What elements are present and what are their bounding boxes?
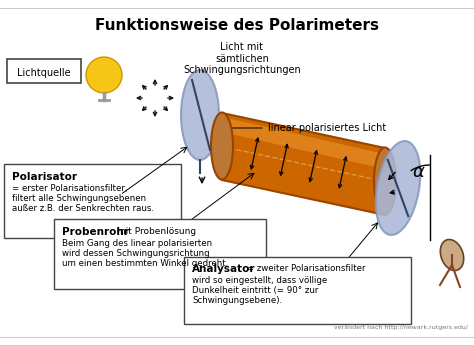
Polygon shape [227,118,380,168]
Text: Funktionsweise des Polarimeters: Funktionsweise des Polarimeters [95,18,379,33]
Ellipse shape [374,148,396,215]
Text: mit Probenlösung: mit Probenlösung [114,227,196,236]
Text: α: α [412,163,424,181]
Text: Beim Gang des linear polarisierten: Beim Gang des linear polarisierten [62,239,212,248]
Text: = zweiter Polarisationsfilter: = zweiter Polarisationsfilter [244,264,365,273]
FancyBboxPatch shape [54,219,266,289]
Text: Licht mit
sämtlichen
Schwingungsrichtungen: Licht mit sämtlichen Schwingungsrichtung… [183,42,301,75]
Text: linear polarisiertes Licht: linear polarisiertes Licht [268,123,386,133]
Circle shape [86,57,122,93]
Ellipse shape [376,141,420,235]
Ellipse shape [440,239,464,270]
Text: verändert nach http://newark.rutgers.edu/: verändert nach http://newark.rutgers.edu… [334,325,468,330]
Ellipse shape [211,112,233,179]
Text: Schwingungsebene).: Schwingungsebene). [192,296,282,305]
Text: Probenrohr: Probenrohr [62,227,129,237]
Polygon shape [222,113,385,215]
FancyBboxPatch shape [4,164,181,238]
Text: Analysator: Analysator [192,264,255,274]
Text: außer z.B. der Senkrechten raus.: außer z.B. der Senkrechten raus. [12,204,154,213]
Ellipse shape [181,70,219,160]
Text: = erster Polarisationsfilter,: = erster Polarisationsfilter, [12,184,128,193]
Text: Lichtquelle: Lichtquelle [17,68,71,78]
Text: filtert alle Schwingungsebenen: filtert alle Schwingungsebenen [12,194,146,203]
FancyBboxPatch shape [184,257,411,324]
Text: Dunkelheit eintritt (= 90° zur: Dunkelheit eintritt (= 90° zur [192,286,319,295]
Text: um einen bestimmten Winkel gedreht.: um einen bestimmten Winkel gedreht. [62,259,228,268]
FancyBboxPatch shape [7,59,81,83]
Text: wird dessen Schwingungsrichtung: wird dessen Schwingungsrichtung [62,249,210,258]
Text: Polarisator: Polarisator [12,172,77,182]
Text: wird so eingestellt, dass völlige: wird so eingestellt, dass völlige [192,276,327,285]
